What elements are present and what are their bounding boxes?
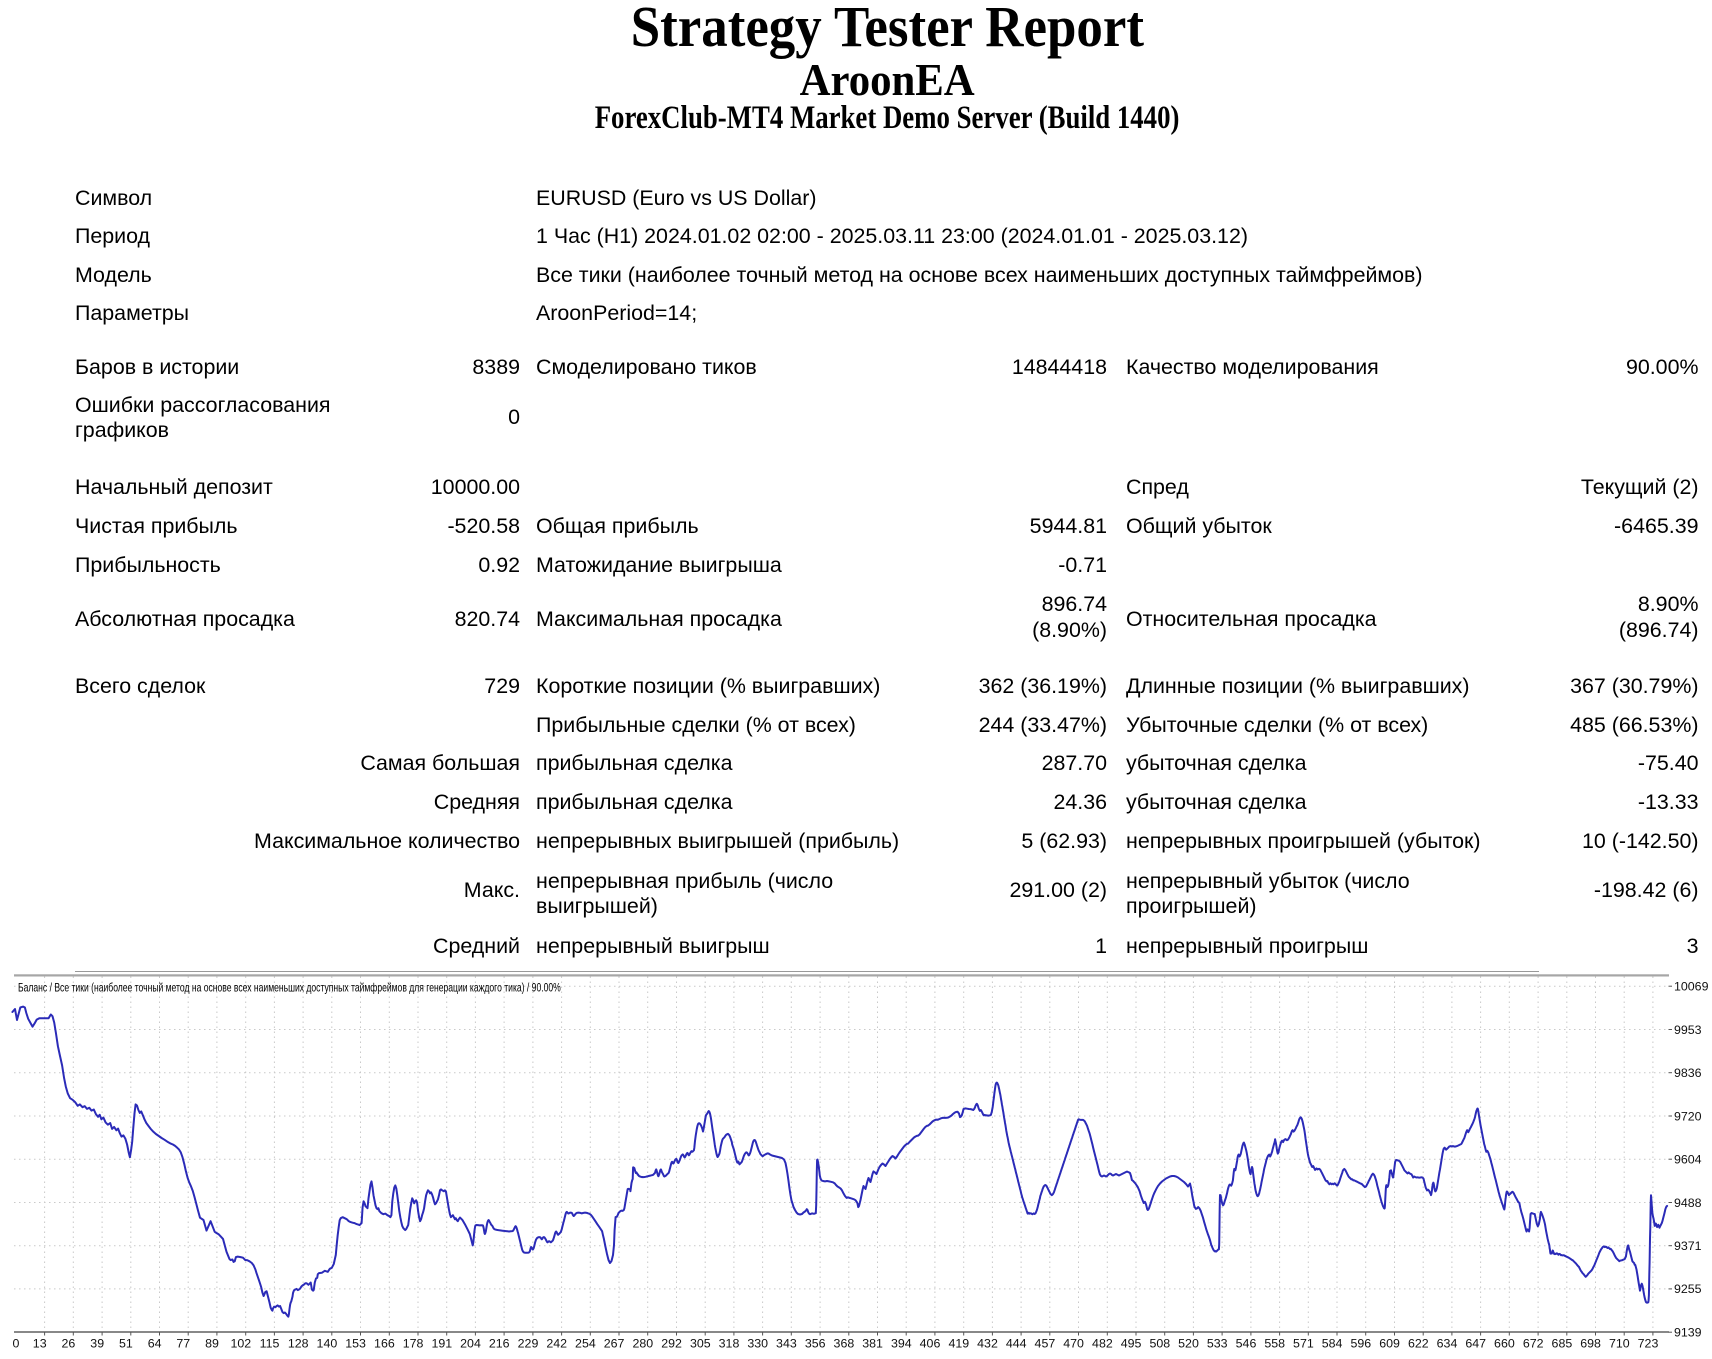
svg-text:26: 26 [62, 1337, 76, 1351]
svg-text:584: 584 [1322, 1337, 1343, 1351]
svg-text:242: 242 [546, 1337, 567, 1351]
svg-text:9720: 9720 [1674, 1109, 1702, 1123]
svg-text:609: 609 [1379, 1337, 1400, 1351]
svg-text:508: 508 [1149, 1337, 1170, 1351]
svg-text:419: 419 [948, 1337, 969, 1351]
svg-text:0: 0 [13, 1337, 20, 1351]
svg-text:13: 13 [33, 1337, 47, 1351]
svg-text:191: 191 [431, 1337, 452, 1351]
svg-text:267: 267 [604, 1337, 625, 1351]
svg-text:153: 153 [345, 1337, 366, 1351]
svg-text:710: 710 [1609, 1337, 1630, 1351]
svg-text:457: 457 [1035, 1337, 1056, 1351]
svg-text:9604: 9604 [1674, 1153, 1702, 1167]
svg-text:9953: 9953 [1674, 1023, 1702, 1037]
svg-text:368: 368 [834, 1337, 855, 1351]
svg-text:647: 647 [1465, 1337, 1486, 1351]
svg-text:89: 89 [205, 1337, 219, 1351]
svg-text:698: 698 [1580, 1337, 1601, 1351]
svg-text:432: 432 [977, 1337, 998, 1351]
svg-text:178: 178 [403, 1337, 424, 1351]
svg-text:558: 558 [1264, 1337, 1285, 1351]
svg-text:394: 394 [891, 1337, 912, 1351]
svg-text:39: 39 [90, 1337, 104, 1351]
svg-text:318: 318 [719, 1337, 740, 1351]
svg-text:9139: 9139 [1674, 1326, 1702, 1340]
svg-text:571: 571 [1293, 1337, 1314, 1351]
svg-text:495: 495 [1121, 1337, 1142, 1351]
svg-text:115: 115 [260, 1337, 280, 1351]
svg-text:634: 634 [1437, 1337, 1458, 1351]
svg-text:77: 77 [176, 1337, 190, 1351]
svg-text:204: 204 [460, 1337, 481, 1351]
svg-text:622: 622 [1408, 1337, 1429, 1351]
svg-text:64: 64 [148, 1337, 162, 1351]
svg-text:254: 254 [575, 1337, 596, 1351]
svg-text:444: 444 [1006, 1337, 1027, 1351]
svg-text:723: 723 [1638, 1337, 1659, 1351]
svg-text:672: 672 [1523, 1337, 1544, 1351]
svg-text:406: 406 [920, 1337, 941, 1351]
svg-text:330: 330 [747, 1337, 768, 1351]
svg-text:140: 140 [317, 1337, 338, 1351]
svg-text:292: 292 [661, 1337, 682, 1351]
svg-text:280: 280 [632, 1337, 653, 1351]
svg-text:660: 660 [1494, 1337, 1515, 1351]
svg-text:381: 381 [862, 1337, 883, 1351]
svg-text:470: 470 [1063, 1337, 1084, 1351]
svg-text:520: 520 [1178, 1337, 1199, 1351]
svg-text:128: 128 [288, 1337, 309, 1351]
svg-text:596: 596 [1350, 1337, 1371, 1351]
svg-text:229: 229 [518, 1337, 539, 1351]
svg-text:9488: 9488 [1674, 1196, 1702, 1210]
svg-text:9371: 9371 [1674, 1239, 1702, 1253]
svg-text:9836: 9836 [1674, 1066, 1702, 1080]
svg-text:356: 356 [805, 1337, 826, 1351]
svg-text:533: 533 [1207, 1337, 1228, 1351]
svg-text:305: 305 [690, 1337, 711, 1351]
svg-text:10069: 10069 [1674, 980, 1709, 994]
svg-text:546: 546 [1236, 1337, 1257, 1351]
svg-text:343: 343 [776, 1337, 797, 1351]
svg-text:9255: 9255 [1674, 1282, 1702, 1296]
svg-text:685: 685 [1552, 1337, 1573, 1351]
svg-text:166: 166 [374, 1337, 395, 1351]
svg-text:216: 216 [489, 1337, 510, 1351]
svg-text:51: 51 [119, 1337, 133, 1351]
svg-text:482: 482 [1092, 1337, 1113, 1351]
svg-text:Баланс / Все тики (наиболее то: Баланс / Все тики (наиболее точный метод… [18, 981, 561, 995]
svg-text:102: 102 [230, 1337, 251, 1351]
